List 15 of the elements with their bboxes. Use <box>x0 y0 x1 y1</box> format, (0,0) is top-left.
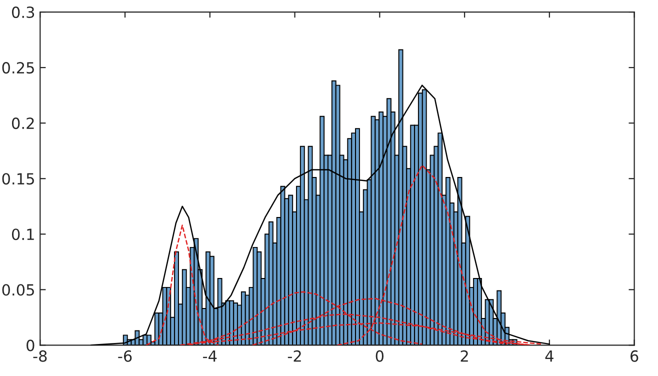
x-tick-label: -8 <box>33 350 47 362</box>
x-tick-label: 4 <box>545 350 554 362</box>
y-tick-label: 0.1 <box>12 228 34 240</box>
y-tick-label: 0 <box>26 340 34 352</box>
y-tick-label: 0.05 <box>2 284 34 296</box>
x-tick-label: 2 <box>460 350 468 362</box>
y-tick-label: 0.15 <box>2 173 34 185</box>
x-tick-label: -2 <box>288 350 301 362</box>
y-tick-label: 0.2 <box>12 118 34 130</box>
y-tick-label: 0.3 <box>12 6 34 18</box>
y-tick-label: 0.25 <box>2 62 34 74</box>
x-tick-label: 6 <box>630 350 638 362</box>
x-tick-label: -4 <box>203 350 217 362</box>
x-tick-label: 0 <box>376 350 384 362</box>
x-tick-label: -6 <box>118 350 132 362</box>
